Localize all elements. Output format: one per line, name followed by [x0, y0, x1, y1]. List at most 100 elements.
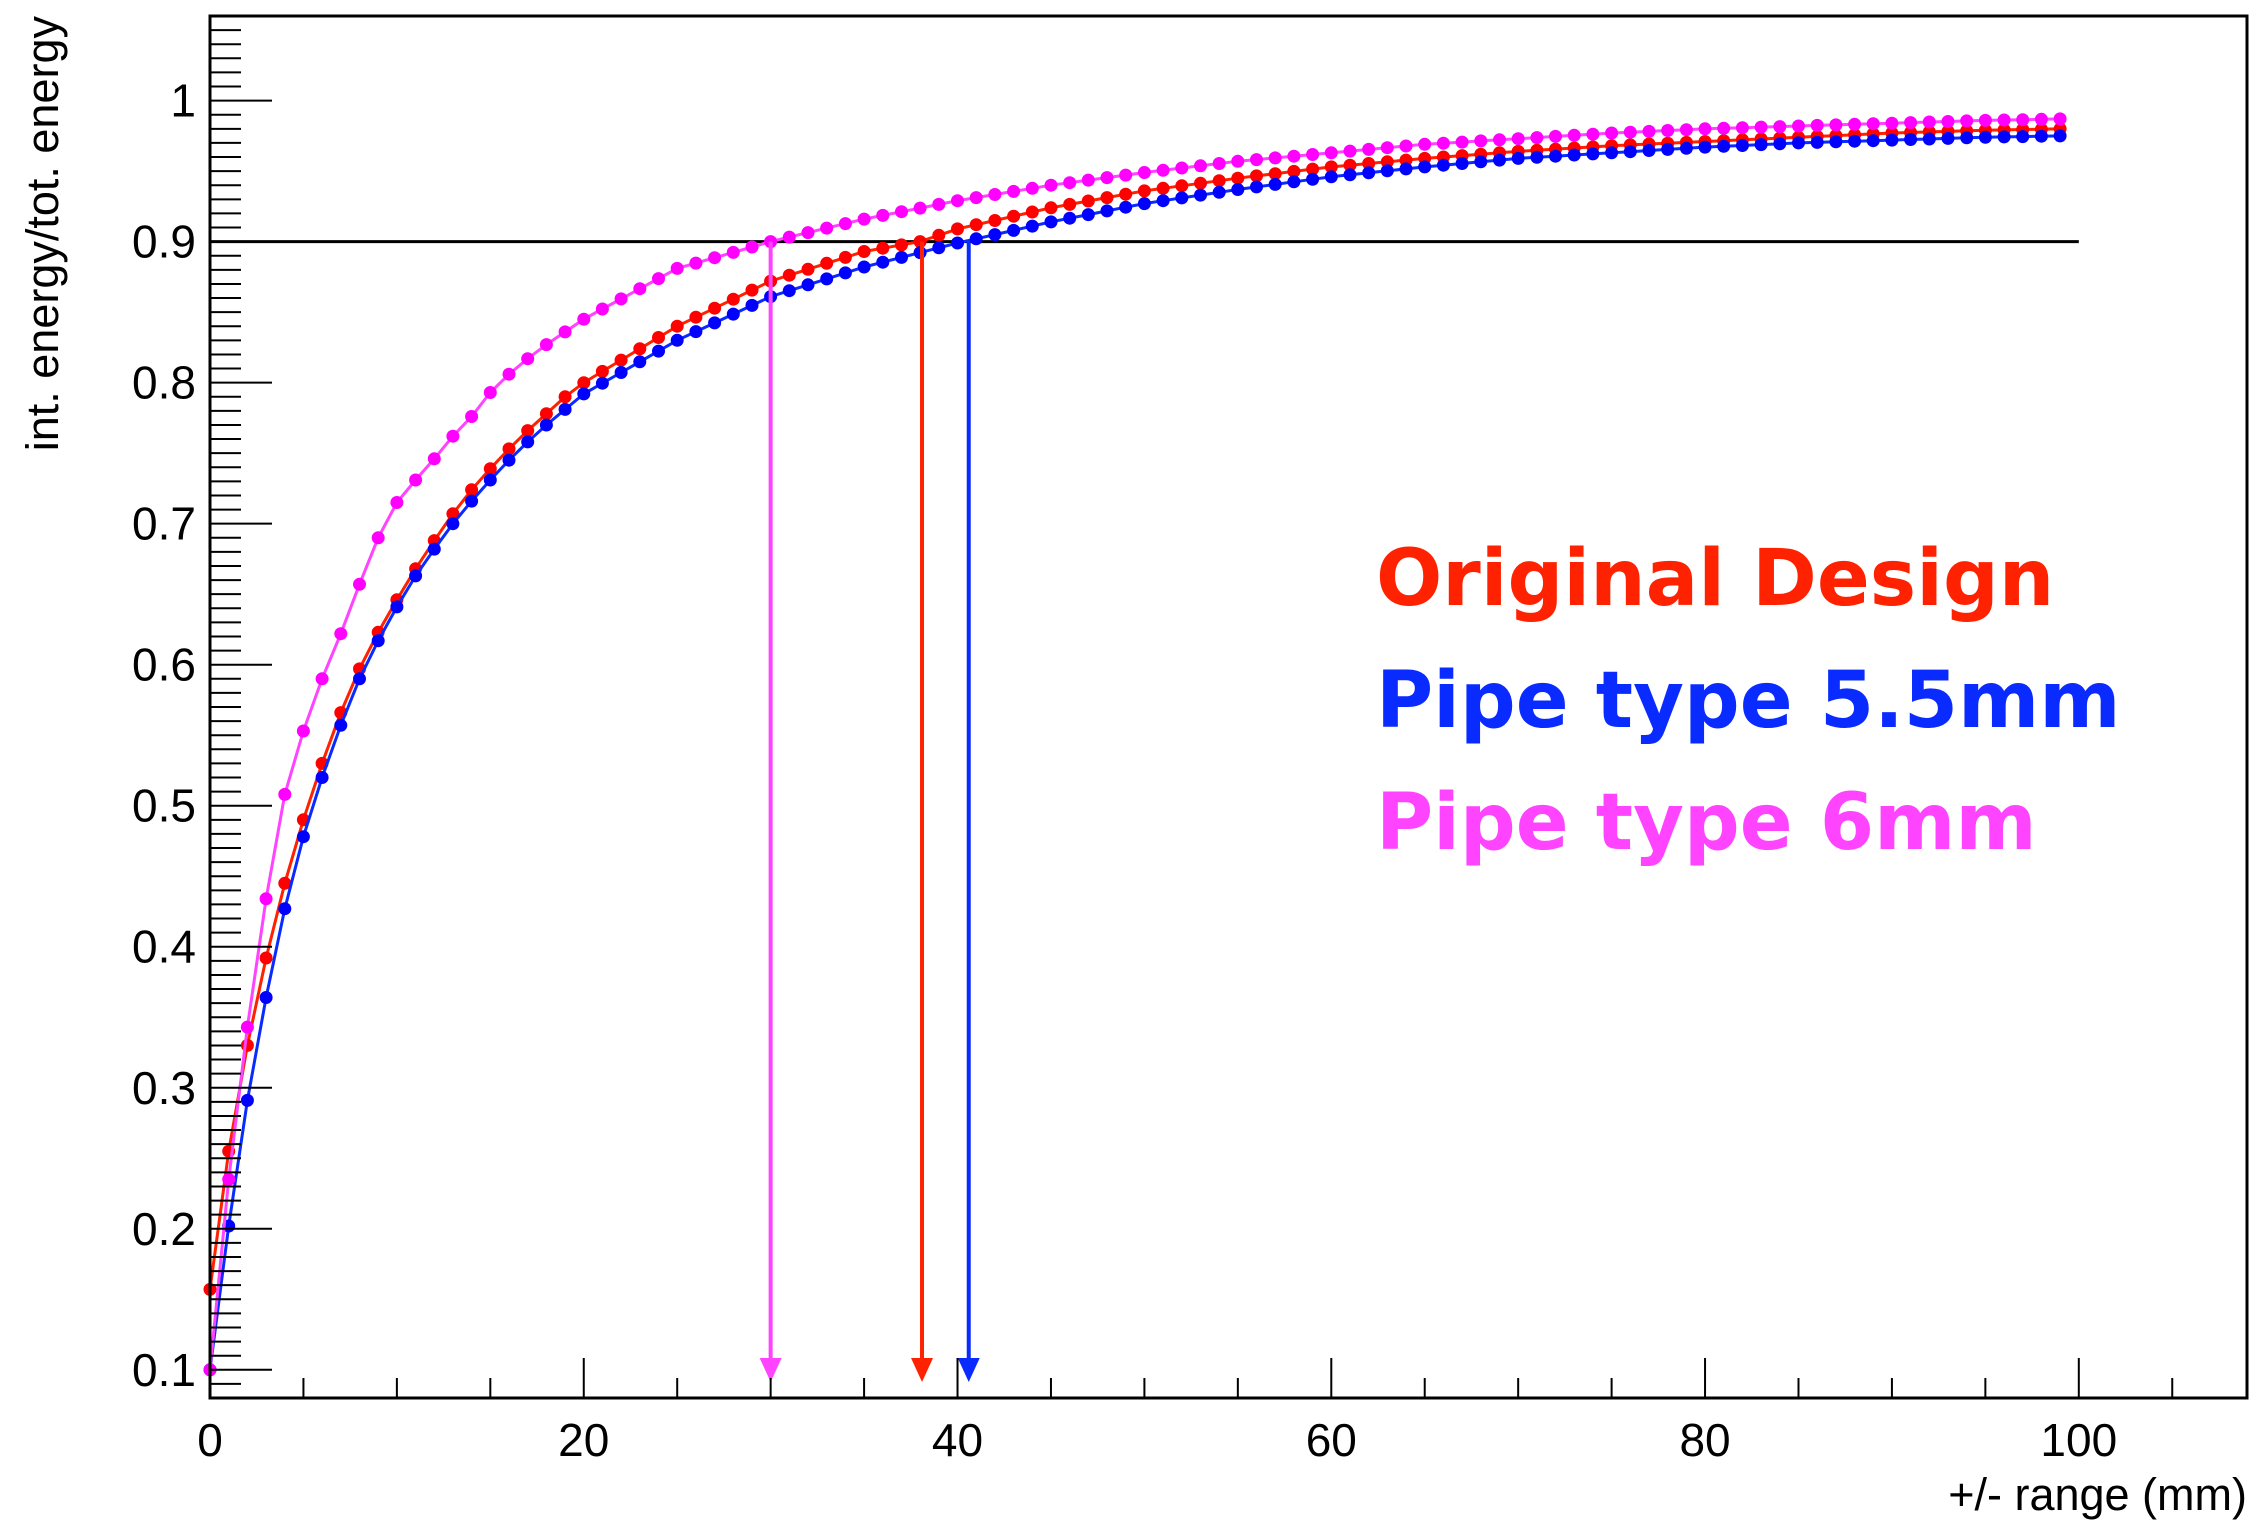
data-point — [595, 302, 609, 316]
data-point — [1885, 133, 1899, 147]
data-point — [801, 262, 815, 276]
data-point — [988, 188, 1002, 201]
data-point — [1156, 181, 1170, 195]
legend-entry: Pipe type 5.5mm — [1376, 656, 2121, 746]
data-point — [1698, 140, 1712, 154]
data-point — [1586, 147, 1600, 161]
data-point — [1100, 171, 1114, 185]
x-tick-label: 40 — [932, 1414, 983, 1466]
data-point — [932, 197, 946, 211]
data-point — [334, 718, 348, 732]
axis-layer: 0 20 40 60 80 100 0.1 0.2 0.3 0.4 0.5 0.6 0.7 0.8 0.9 1 — [132, 14, 2249, 1466]
y-tick-label: 0.7 — [132, 498, 196, 550]
data-point — [1044, 178, 1058, 192]
data-point — [1324, 160, 1338, 174]
data-point — [838, 250, 852, 264]
y-tick-label: 0.9 — [132, 216, 196, 268]
data-point — [1792, 136, 1805, 150]
data-point — [857, 212, 871, 226]
y-tick-label: 0.2 — [132, 1203, 196, 1255]
data-point — [951, 222, 964, 236]
data-point — [1754, 120, 1768, 134]
data-point — [1137, 184, 1151, 198]
data-point — [1679, 123, 1693, 137]
data-point — [1474, 134, 1488, 148]
data-point — [1306, 148, 1320, 161]
data-point — [1362, 166, 1376, 180]
data-point — [689, 256, 703, 270]
data-point — [465, 410, 479, 423]
data-point — [371, 634, 385, 648]
data-point — [1380, 141, 1394, 155]
data-point — [1212, 157, 1226, 170]
data-point — [1418, 137, 1432, 151]
data-point — [259, 892, 273, 906]
data-point — [1623, 145, 1637, 159]
x-tick-label: 0 — [197, 1414, 223, 1466]
data-point — [240, 1038, 254, 1052]
data-point — [1231, 171, 1245, 185]
data-point — [1287, 164, 1301, 178]
data-point — [1399, 162, 1413, 176]
data-point — [1735, 139, 1749, 152]
data-point — [1380, 155, 1394, 169]
data-point — [1960, 131, 1974, 145]
data-point — [390, 600, 404, 614]
data-point — [1156, 163, 1170, 177]
x-axis-title: +/- range (mm) — [1948, 1469, 2247, 1520]
data-point — [726, 245, 740, 259]
data-point — [278, 876, 292, 890]
data-point — [1436, 136, 1450, 150]
data-point — [1194, 188, 1207, 202]
data-point — [1007, 184, 1021, 198]
data-point — [1922, 115, 1936, 129]
data-point — [240, 1093, 254, 1107]
data-point — [446, 429, 460, 443]
data-point — [334, 627, 348, 641]
data-point — [633, 355, 647, 369]
data-point — [1605, 126, 1619, 140]
data-point — [1362, 157, 1376, 170]
data-point — [801, 278, 815, 292]
data-point — [838, 266, 852, 280]
data-point — [1810, 118, 1824, 132]
data-point — [483, 462, 497, 476]
data-point — [390, 496, 404, 509]
data-point — [913, 201, 927, 215]
y-tick-label: 0.8 — [132, 357, 196, 409]
data-point — [371, 531, 385, 545]
data-point — [502, 367, 516, 381]
data-point — [614, 366, 628, 379]
data-point — [1848, 134, 1862, 148]
arrow-layer — [759, 241, 980, 1382]
data-point — [745, 298, 759, 312]
data-point — [446, 507, 460, 521]
data-point — [278, 787, 292, 801]
data-point — [1063, 197, 1077, 211]
arrow-head-1 — [957, 1358, 980, 1382]
data-point — [1866, 117, 1880, 131]
data-point — [1493, 153, 1506, 167]
data-point — [1455, 157, 1469, 170]
data-point — [1829, 118, 1843, 132]
data-point — [465, 483, 479, 497]
data-point — [1679, 141, 1693, 155]
data-point — [1306, 162, 1320, 176]
data-point — [1119, 168, 1133, 182]
data-point — [558, 390, 572, 404]
x-tick-label: 60 — [1306, 1414, 1357, 1466]
y-tick-label: 0.6 — [132, 639, 196, 691]
data-point — [969, 191, 983, 205]
data-point — [1549, 149, 1562, 163]
data-point — [1081, 194, 1095, 208]
data-point — [1773, 120, 1787, 134]
data-point — [259, 951, 273, 965]
data-point — [895, 250, 908, 264]
data-point — [782, 230, 796, 244]
data-point — [1885, 116, 1899, 130]
data-point — [1231, 183, 1245, 196]
data-point — [222, 1172, 236, 1186]
data-point — [764, 235, 778, 249]
data-point — [1960, 114, 1974, 128]
data-point — [1623, 125, 1637, 139]
